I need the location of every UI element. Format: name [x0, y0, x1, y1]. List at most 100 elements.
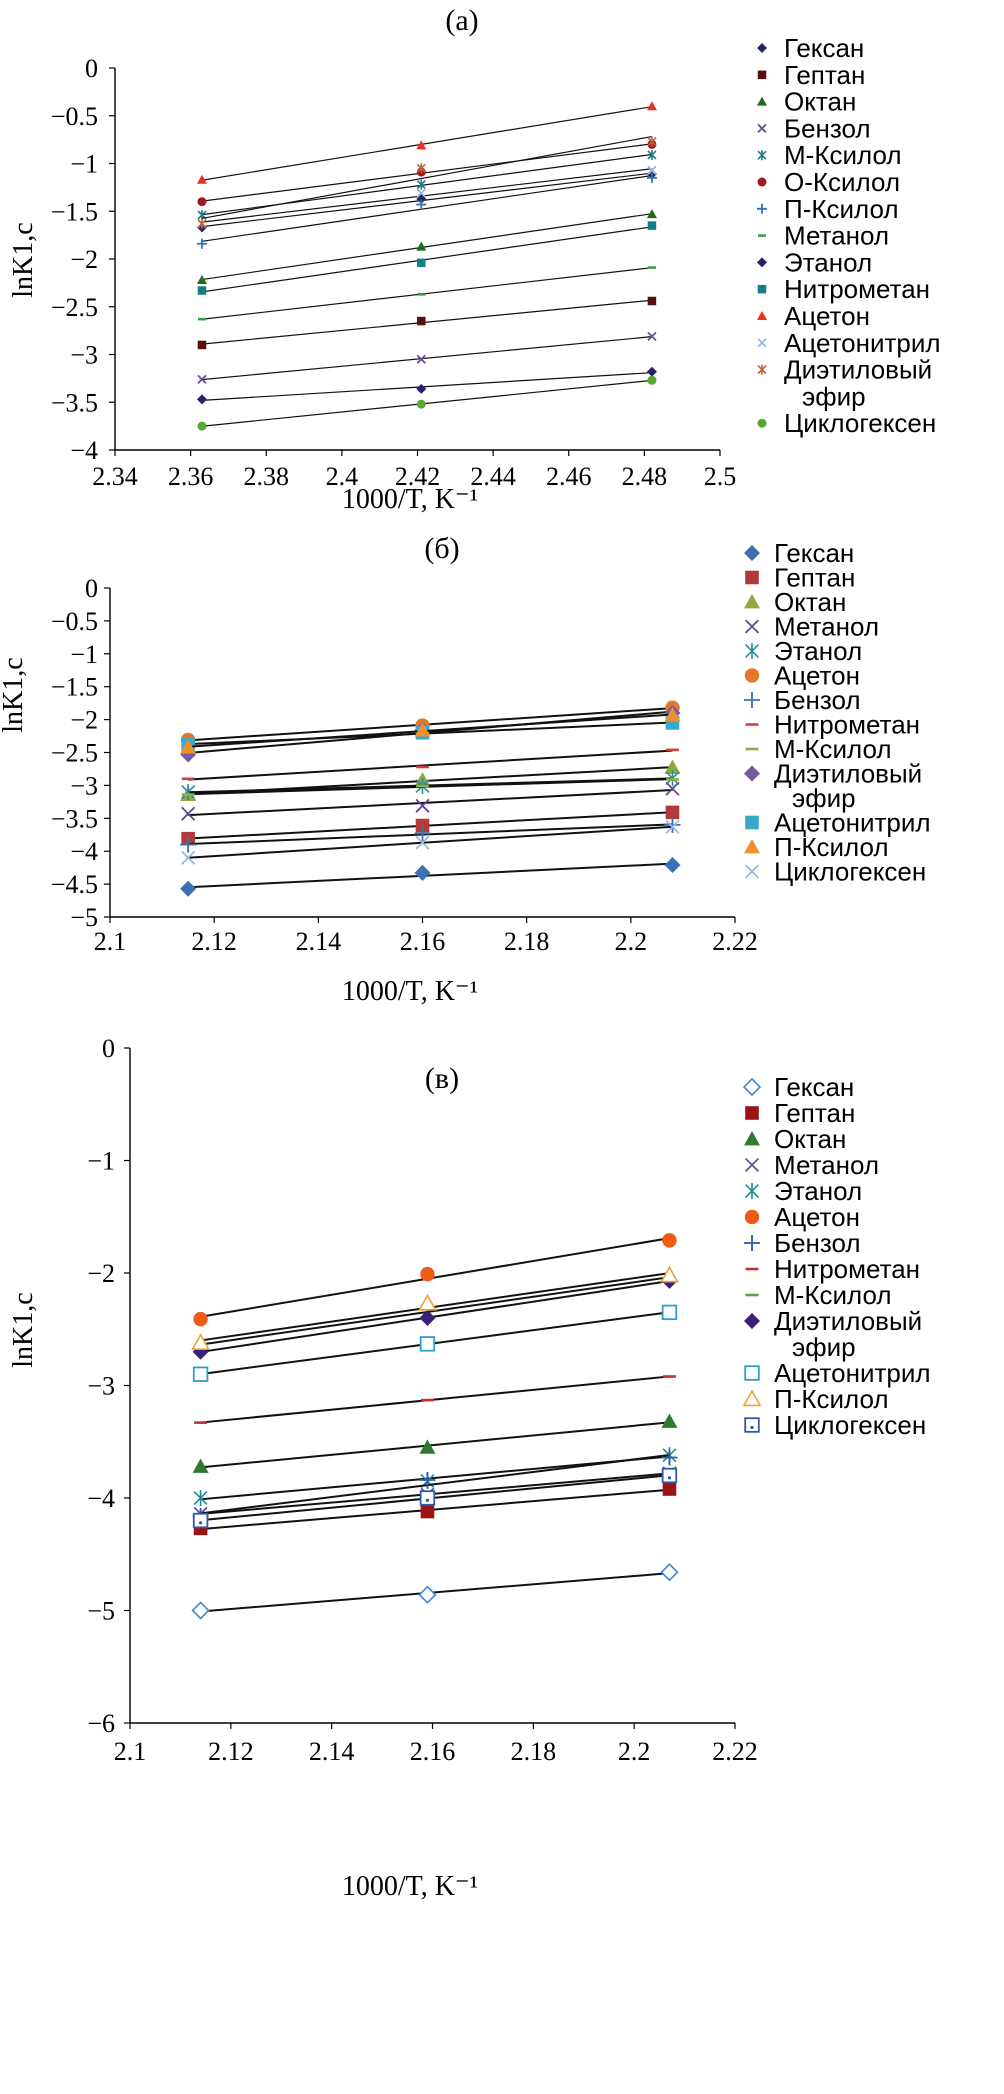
legend-label-0-10: Ацетон	[784, 301, 870, 331]
legend-marker-1-4	[745, 643, 759, 659]
x-tick-label-0-4: 2.42	[395, 462, 441, 491]
data-point-1-3-1	[415, 798, 430, 813]
legend-marker-0-3	[757, 123, 767, 134]
data-point-0-4-2	[647, 149, 657, 160]
y-tick-label-2-2: −2	[87, 1259, 115, 1288]
trend-line-1-0	[188, 862, 673, 889]
legend-label-1-7: Нитрометан	[774, 710, 920, 740]
legend-label-2-8: М-Ксилол	[774, 1280, 892, 1310]
legend-marker-0-9	[757, 284, 767, 294]
legend-label-2-10: Ацетонитрил	[774, 1358, 931, 1388]
legend-marker-2-11	[742, 1389, 762, 1407]
legend-item-1-0: Гексан	[744, 538, 854, 568]
legend-label-0-1: Гептан	[784, 60, 865, 90]
y-tick-label-1-7: −3.5	[51, 804, 98, 833]
data-point-0-6-1	[416, 199, 427, 210]
x-tick-label-0-2: 2.38	[244, 462, 290, 491]
legend-label-2-4: Этанол	[774, 1176, 862, 1206]
data-point-2-12-0-box	[192, 1512, 209, 1529]
legend-item-1-1: Гептан	[745, 563, 855, 593]
data-point-1-4-2	[665, 770, 680, 787]
y-tick-label-2-0: 0	[102, 1034, 115, 1063]
legend-item-2-10: Ацетонитрил	[744, 1358, 931, 1388]
legend-item-0-1: Гептан	[757, 60, 865, 90]
data-point-1-11-1	[414, 722, 431, 737]
panel-label-0: (а)	[445, 4, 478, 37]
y-tick-label-0-5: −2.5	[51, 293, 98, 322]
legend-marker-1-3	[744, 619, 760, 634]
series-0-3	[197, 331, 657, 384]
trend-line-0-13	[201, 379, 652, 427]
legend-marker-1-0	[744, 545, 760, 561]
data-point-1-1-2	[665, 805, 680, 820]
data-point-0-9-0	[197, 286, 207, 295]
series-1-0	[180, 857, 681, 897]
legend-marker-0-2	[757, 96, 767, 106]
data-point-0-11-2	[647, 165, 657, 175]
legend-item-2-4: Этанол	[745, 1176, 862, 1206]
y-tick-label-1-0: 0	[85, 574, 98, 603]
x-tick-label-0-8: 2.5	[704, 462, 737, 491]
legend-label-0-4: М-Ксилол	[784, 140, 902, 170]
y-tick-label-0-1: −0.5	[51, 102, 98, 131]
series-2-10	[192, 1304, 678, 1382]
legend-item-2-2: Октан	[744, 1124, 846, 1154]
y-tick-label-2-6: −6	[87, 1709, 115, 1738]
legend-marker-0-0	[757, 43, 767, 53]
legend-marker-2-4	[745, 1183, 759, 1199]
legend-label-2-9: Диэтиловый эфир	[774, 1306, 922, 1362]
legend-label-1-12: Циклогексен	[774, 857, 926, 887]
data-point-0-13-2	[647, 375, 657, 385]
data-point-0-8-1	[416, 383, 427, 394]
legend-label-1-1: Гептан	[774, 563, 855, 593]
data-point-2-2-2	[661, 1413, 678, 1428]
legend-marker-2-3	[744, 1157, 760, 1173]
data-point-0-12-0	[197, 218, 207, 229]
x-tick-label-1-3: 2.16	[400, 927, 446, 956]
data-point-0-13-0	[197, 421, 207, 431]
legend-marker-0-6	[757, 203, 767, 214]
series-0-5	[197, 139, 657, 207]
x-tick-label-0-3: 2.4	[326, 462, 359, 491]
data-point-0-10-2	[646, 101, 657, 111]
series-0-6	[196, 172, 657, 249]
x-tick-label-2-3: 2.16	[410, 1737, 456, 1766]
trend-line-2-1	[200, 1488, 670, 1531]
series-2-8	[194, 1276, 676, 1348]
y-tick-label-2-5: −5	[87, 1597, 115, 1626]
legend-item-0-3: Бензол	[757, 113, 871, 143]
data-point-0-3-1	[416, 354, 426, 364]
legend-marker-2-12	[744, 1417, 760, 1433]
legend-item-0-9: Нитрометан	[757, 274, 930, 304]
data-point-2-4-0	[193, 1490, 208, 1506]
legend-marker-2-9	[744, 1313, 760, 1329]
x-tick-label-0-6: 2.46	[546, 462, 592, 491]
panel-label-1: (б)	[424, 532, 459, 565]
y-tick-label-0-3: −1.5	[51, 197, 98, 226]
data-point-2-6-2	[661, 1449, 678, 1466]
data-point-2-9-1	[419, 1310, 436, 1326]
series-0-10	[196, 101, 657, 184]
trend-line-0-9	[201, 226, 653, 293]
legend-marker-0-1	[757, 70, 767, 80]
series-1-11	[180, 706, 681, 754]
data-point-2-12-2-box	[661, 1467, 678, 1484]
trend-line-0-3	[201, 336, 652, 381]
legend-label-0-5: О-Ксилол	[784, 167, 900, 197]
y-tick-label-1-6: −3	[70, 771, 98, 800]
legend-label-2-3: Метанол	[774, 1150, 879, 1180]
legend-item-0-0: Гексан	[757, 33, 864, 63]
legend-label-1-3: Метанол	[774, 612, 879, 642]
legend-marker-1-10	[745, 815, 759, 830]
series-0-13	[197, 375, 657, 431]
data-point-1-3-0	[181, 806, 196, 821]
trend-line-0-8	[201, 372, 652, 402]
data-point-2-12-0	[192, 1512, 209, 1529]
trend-line-0-6	[201, 174, 653, 242]
data-point-0-9-2	[647, 221, 657, 230]
series-1-3	[181, 781, 680, 821]
legend-item-1-3: Метанол	[744, 612, 879, 642]
legend-item-0-2: Октан	[757, 87, 856, 117]
trend-line-0-0	[201, 172, 653, 228]
legend-label-2-7: Нитрометан	[774, 1254, 920, 1284]
